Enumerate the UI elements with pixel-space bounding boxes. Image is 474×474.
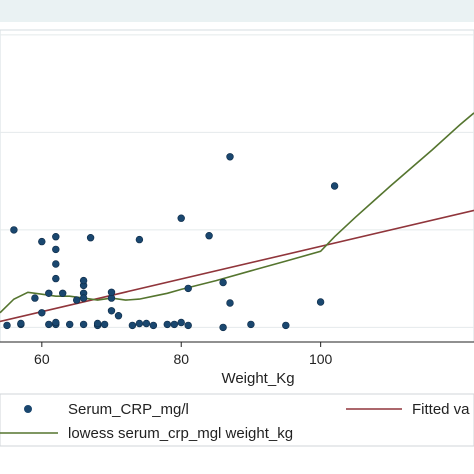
data-point xyxy=(107,307,116,315)
data-point xyxy=(282,321,290,330)
data-point xyxy=(52,318,60,327)
data-point xyxy=(226,153,234,161)
data-point xyxy=(226,299,234,307)
data-point xyxy=(52,233,60,241)
data-point xyxy=(107,288,116,296)
data-point xyxy=(93,319,102,328)
x-tick-label: 100 xyxy=(309,351,333,367)
data-point xyxy=(79,294,88,302)
x-tick-label: 80 xyxy=(173,351,189,367)
data-point xyxy=(316,298,325,306)
data-point xyxy=(219,278,227,287)
data-point xyxy=(170,320,179,329)
data-point xyxy=(330,182,339,190)
data-point xyxy=(10,226,18,234)
data-point xyxy=(114,312,123,320)
data-point xyxy=(247,320,255,329)
top-band xyxy=(0,0,474,22)
data-point xyxy=(100,320,109,329)
x-axis-title: Weight_Kg xyxy=(221,370,294,387)
data-point xyxy=(219,323,227,332)
x-tick-label: 60 xyxy=(34,351,50,367)
x-axis: 60 80 100 xyxy=(0,341,474,367)
data-point xyxy=(38,237,46,246)
data-point xyxy=(86,234,95,242)
data-point xyxy=(135,235,144,244)
legend: Serum_CRP_mg/l Fitted va lowess serum_cr… xyxy=(0,401,470,442)
plot-area xyxy=(0,29,474,343)
data-point xyxy=(72,296,81,304)
data-point xyxy=(79,320,88,329)
data-point xyxy=(149,321,158,330)
data-point xyxy=(58,289,67,297)
series-layer xyxy=(0,112,474,332)
data-point xyxy=(45,289,53,297)
legend-label-fitted-values: Fitted va xyxy=(412,401,470,418)
data-point xyxy=(163,320,172,329)
data-point xyxy=(184,321,192,330)
data-point xyxy=(38,309,46,317)
data-point xyxy=(52,274,60,283)
data-point xyxy=(17,319,25,328)
data-point xyxy=(31,294,39,302)
data-point xyxy=(128,321,137,330)
legend-label-lowess: lowess serum_crp_mgl weight_kg xyxy=(68,425,293,442)
legend-marker-serum-crp xyxy=(24,405,32,413)
data-point xyxy=(79,276,88,285)
data-point xyxy=(52,245,60,254)
data-point xyxy=(45,320,53,329)
data-point xyxy=(205,232,213,240)
legend-box xyxy=(0,393,474,447)
data-point xyxy=(135,319,144,328)
data-point xyxy=(3,321,11,330)
data-point xyxy=(177,318,185,327)
data-point xyxy=(177,214,185,222)
series-line-lowess-serum-crp-mgl-weight-kg xyxy=(0,112,474,314)
legend-label-serum-crp: Serum_CRP_mg/l xyxy=(68,401,189,418)
data-point xyxy=(142,319,151,328)
data-point xyxy=(52,260,60,268)
gridlines xyxy=(0,34,474,328)
data-point xyxy=(65,320,74,329)
data-point xyxy=(184,284,192,293)
